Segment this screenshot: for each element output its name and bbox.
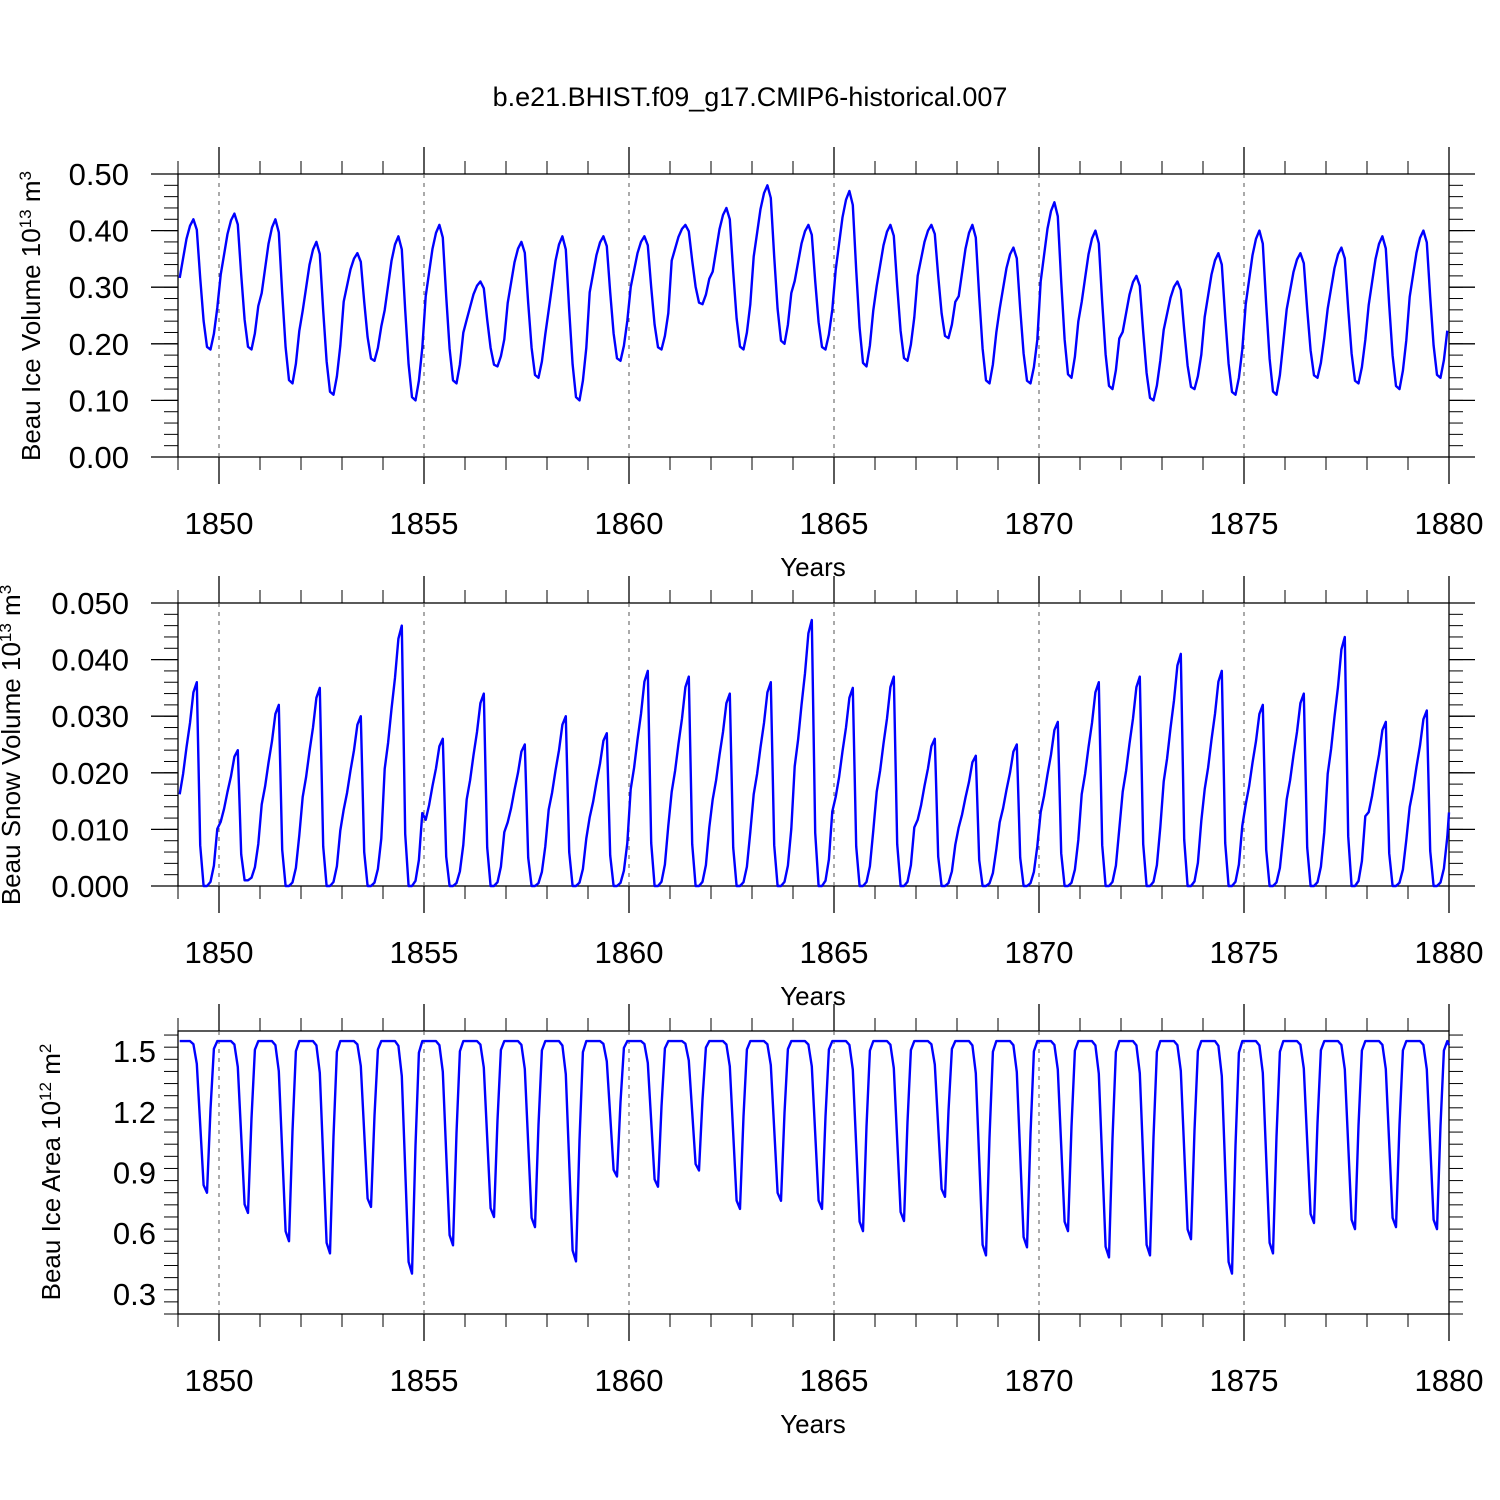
y-tick-label: 1.2 (113, 1095, 156, 1130)
y-tick-label: 0.050 (51, 586, 129, 621)
y-tick-label: 0.010 (51, 812, 129, 847)
x-tick-label: 1870 (1005, 506, 1074, 541)
y-tick-label: 0.000 (51, 869, 129, 904)
y-tick-label: 1.5 (113, 1034, 156, 1069)
x-tick-label: 1880 (1415, 1363, 1484, 1398)
chart-panel-1: 0.00 0.10 0.20 0.30 0.40 0.50 1850 1855 1860 1865… (16, 147, 1484, 582)
chart-panel-3: 0.3 0.6 0.9 1.2 1.5 1850 1855 1860 1865 1870 1875 1… (36, 1004, 1484, 1439)
y-tick-label: 0.20 (69, 327, 129, 362)
y-tick-label: 0.10 (69, 383, 129, 418)
x-tick-label: 1850 (185, 935, 254, 970)
figure-title: b.e21.BHIST.f09_g17.CMIP6-historical.007 (492, 82, 1008, 112)
plot-frame (177, 173, 1450, 458)
series-line (179, 1039, 1451, 1275)
x-tick-label: 1875 (1210, 935, 1279, 970)
x-tick-label: 1875 (1210, 506, 1279, 541)
x-tick-label: 1860 (595, 935, 664, 970)
x-tick-label: 1855 (390, 935, 459, 970)
plot-frame (177, 1030, 1450, 1315)
series-line (178, 184, 1449, 402)
x-tick-label: 1865 (800, 506, 869, 541)
x-tick-label: 1855 (390, 506, 459, 541)
y-axis-title: Beau Ice Volume 1013 m3 (16, 171, 47, 461)
x-tick-label: 1870 (1005, 1363, 1074, 1398)
y-tick-label: 0.6 (113, 1216, 156, 1251)
y-tick-label: 0.50 (69, 157, 129, 192)
x-axis-title: Years (780, 552, 846, 582)
x-tick-label: 1870 (1005, 935, 1074, 970)
y-tick-label: 0.9 (113, 1156, 156, 1191)
x-tick-label: 1850 (185, 506, 254, 541)
y-tick-label: 0.3 (113, 1277, 156, 1312)
x-tick-label: 1855 (390, 1363, 459, 1398)
x-tick-label: 1860 (595, 1363, 664, 1398)
x-axis-title: Years (780, 981, 846, 1011)
x-tick-label: 1850 (185, 1363, 254, 1398)
x-tick-label: 1865 (800, 1363, 869, 1398)
x-axis-title: Years (780, 1409, 846, 1439)
y-axis-title: Beau Ice Area 1012 m2 (36, 1044, 67, 1301)
y-axis-title: Beau Snow Volume 1013 m3 (0, 585, 26, 905)
x-tick-label: 1860 (595, 506, 664, 541)
x-tick-label: 1880 (1415, 935, 1484, 970)
y-tick-label: 0.00 (69, 440, 129, 475)
chart-panel-2: 0.000 0.010 0.020 0.030 0.040 0.050 1850 1855 18… (0, 576, 1483, 1011)
y-tick-label: 0.030 (51, 699, 129, 734)
plot-frame (177, 602, 1450, 887)
x-tick-label: 1875 (1210, 1363, 1279, 1398)
x-tick-label: 1865 (800, 935, 869, 970)
y-tick-label: 0.020 (51, 756, 129, 791)
x-tick-label: 1880 (1415, 506, 1484, 541)
y-tick-label: 0.30 (69, 270, 129, 305)
y-tick-label: 0.040 (51, 643, 129, 678)
series-line (178, 618, 1451, 888)
y-tick-label: 0.40 (69, 214, 129, 249)
